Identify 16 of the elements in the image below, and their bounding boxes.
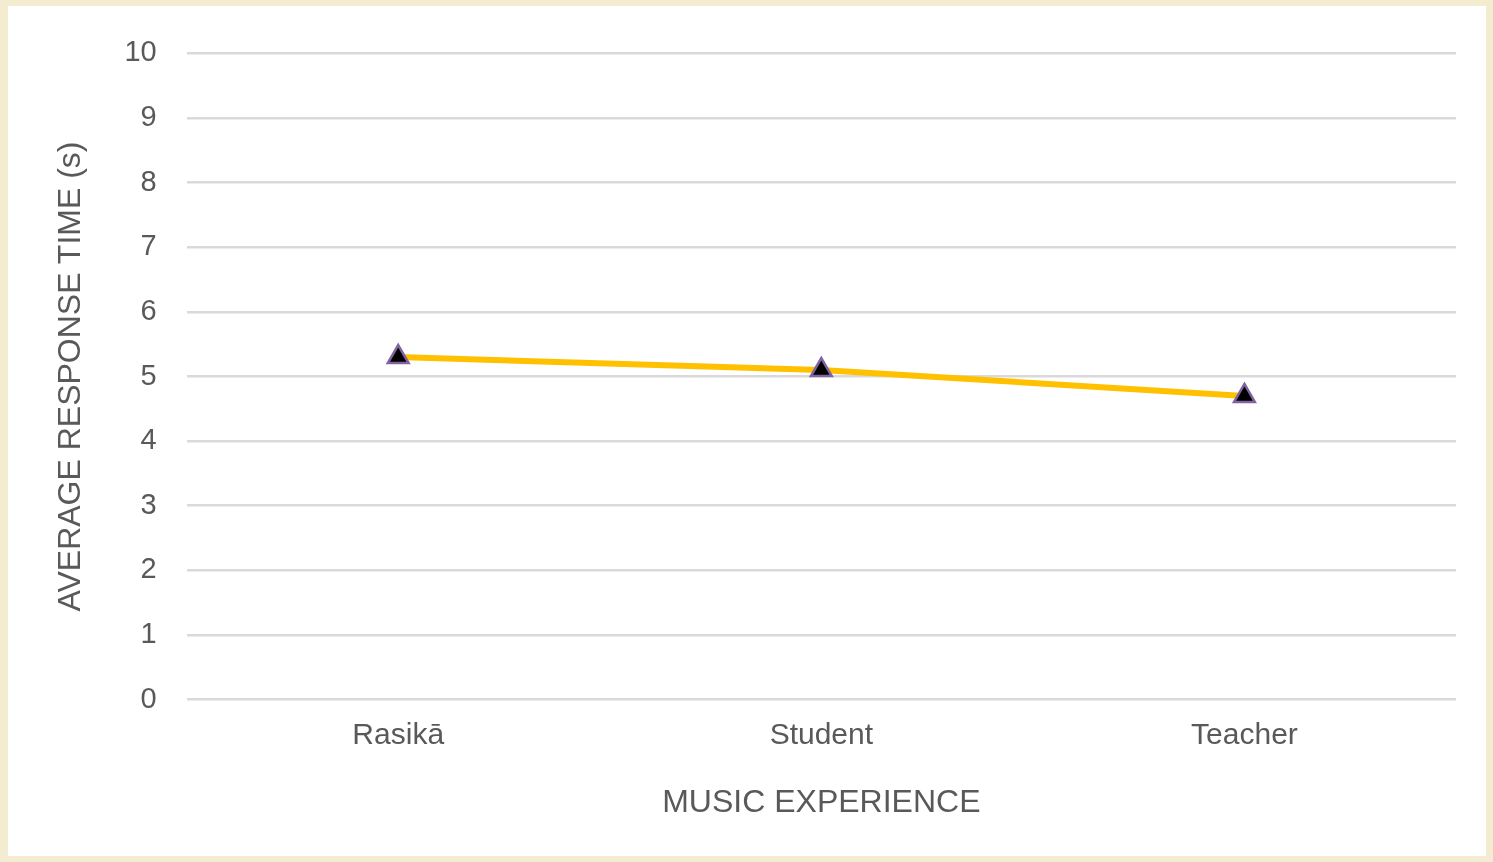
x-tick-label: Student	[769, 716, 874, 750]
y-tick-label: 9	[140, 100, 157, 133]
y-tick-label: 10	[124, 35, 157, 68]
x-axis-title: MUSIC EXPERIENCE	[662, 782, 981, 819]
y-tick-label: 8	[140, 164, 157, 197]
x-tick-label: Rasikā	[352, 716, 445, 750]
y-tick-label: 1	[140, 616, 157, 649]
y-tick-label: 5	[140, 358, 157, 391]
y-axis-title: AVERAGE RESPONSE TIME (s)	[51, 141, 88, 612]
x-tick-label: Teacher	[1191, 716, 1298, 750]
y-tick-label: 2	[140, 552, 157, 585]
y-tick-label: 6	[140, 293, 157, 326]
y-tick-label: 3	[140, 487, 157, 520]
y-tick-label: 4	[140, 423, 157, 456]
y-tick-label: 7	[140, 229, 157, 262]
y-tick-label: 0	[140, 681, 157, 714]
